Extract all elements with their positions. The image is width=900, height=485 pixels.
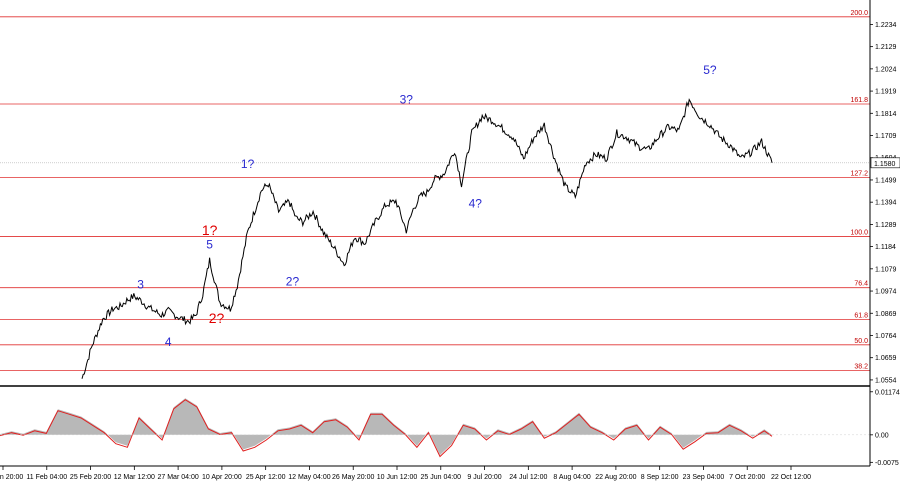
price-tick-label: 1.1289 bbox=[875, 222, 897, 229]
price-tick-label: 1.2024 bbox=[875, 66, 897, 73]
oscillator-tick-label: 0.00 bbox=[875, 432, 889, 439]
wave-label: 1? bbox=[202, 222, 218, 238]
fib-label: 38.2 bbox=[854, 364, 868, 371]
wave-label: 1? bbox=[241, 157, 255, 171]
price-tick-label: 1.1184 bbox=[875, 244, 896, 251]
time-tick-label: 12 May 04:00 bbox=[288, 474, 331, 481]
fib-label: 76.4 bbox=[854, 281, 868, 288]
oscillator-tick-label: 0.01174 bbox=[875, 389, 900, 396]
fib-label: 161.8 bbox=[850, 97, 868, 104]
wave-label: 3? bbox=[400, 93, 414, 107]
price-series-layer bbox=[0, 98, 870, 379]
time-tick-label: 8 Aug 04:00 bbox=[553, 474, 590, 481]
price-tick-label: 1.2129 bbox=[875, 44, 897, 51]
price-tick-label: 1.0974 bbox=[875, 289, 897, 296]
oscillator-tick-label: -0.0075 bbox=[875, 460, 899, 467]
price-tick-label: 1.0659 bbox=[875, 355, 897, 362]
time-tick-label: 25 Jun 04:00 bbox=[421, 474, 462, 481]
wave-label: 2? bbox=[286, 275, 300, 289]
time-tick-label: 25 Feb 20:00 bbox=[70, 474, 111, 481]
current-price-box bbox=[870, 157, 900, 169]
time-tick-label: 23 Sep 04:00 bbox=[683, 474, 725, 481]
price-tick-label: 1.0764 bbox=[875, 333, 897, 340]
price-tick-label: 1.1499 bbox=[875, 177, 897, 184]
fib-label: 100.0 bbox=[850, 229, 868, 236]
time-tick-label: 27 Mar 04:00 bbox=[157, 474, 198, 481]
current-price-label: 1.1580 bbox=[874, 161, 896, 168]
fib-label: 127.2 bbox=[850, 171, 868, 178]
wave-label: 5? bbox=[703, 63, 717, 77]
time-tick-label: 10 Jun 12:00 bbox=[377, 474, 418, 481]
price-tick-label: 1.1814 bbox=[875, 111, 897, 118]
time-tick-label: 12 Mar 12:00 bbox=[114, 474, 155, 481]
time-tick-label: 10 Apr 20:00 bbox=[202, 474, 242, 481]
time-tick-label: 11 Feb 04:00 bbox=[26, 474, 67, 481]
time-tick-label: 25 Apr 12:00 bbox=[246, 474, 286, 481]
time-tick-label: 22 Aug 20:00 bbox=[595, 474, 636, 481]
wave-label: 3 bbox=[137, 278, 144, 292]
fib-levels-layer: 200.0 161.8 127.2 100.0 76.4 61.8 50.0 38.2 bbox=[0, 10, 870, 372]
price-tick-label: 1.1079 bbox=[875, 266, 897, 273]
oscillator-histogram bbox=[0, 398, 772, 455]
time-tick-label: 24 Jul 12:00 bbox=[509, 474, 547, 481]
price-tick-label: 1.0554 bbox=[875, 377, 897, 384]
time-tick-label: 29 Jan 20:00 bbox=[0, 474, 23, 481]
fib-label: 200.0 bbox=[850, 10, 868, 17]
time-tick-label: 9 Jul 20:00 bbox=[467, 474, 501, 481]
time-tick-label: 26 May 20:00 bbox=[332, 474, 375, 481]
price-tick-label: 1.2234 bbox=[875, 22, 897, 29]
price-tick-label: 1.1709 bbox=[875, 133, 897, 140]
price-tick-label: 1.0869 bbox=[875, 311, 897, 318]
price-tick-label: 1.1394 bbox=[875, 200, 897, 207]
fib-label: 50.0 bbox=[854, 338, 868, 345]
oscillator-signal-line bbox=[0, 399, 773, 458]
time-tick-label: 22 Oct 12:00 bbox=[771, 474, 811, 481]
price-line bbox=[81, 98, 773, 379]
wave-label: 2? bbox=[209, 310, 225, 326]
wave-label: 4 bbox=[165, 335, 172, 349]
wave-label: 4? bbox=[469, 196, 483, 210]
time-tick-label: 8 Sep 12:00 bbox=[641, 474, 679, 481]
time-tick-label: 7 Oct 20:00 bbox=[729, 474, 765, 481]
oscillator-layer bbox=[0, 398, 870, 458]
price-tick-label: 1.1919 bbox=[875, 89, 897, 96]
wave-label: 5 bbox=[206, 238, 213, 252]
fib-label: 61.8 bbox=[854, 312, 868, 319]
